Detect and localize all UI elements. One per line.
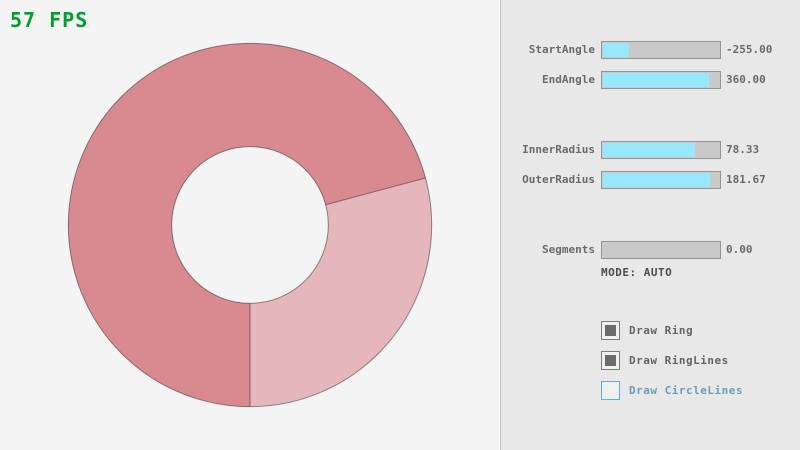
checkbox-draw-ringlines[interactable]: Draw RingLines — [601, 350, 729, 370]
outerradius-slider-fill — [603, 173, 711, 187]
checkbox-box-draw-ring[interactable] — [601, 320, 620, 340]
endangle-value: 360.00 — [726, 73, 766, 86]
innerradius-slider-fill — [603, 143, 696, 157]
checkbox-draw-circlelines[interactable]: Draw CircleLines — [601, 380, 743, 400]
checkbox-box-draw-circlelines[interactable] — [601, 380, 620, 400]
ring-inner-outline — [171, 146, 329, 304]
endangle-slider-fill — [603, 73, 710, 87]
checkbox-label-draw-circlelines: Draw CircleLines — [629, 383, 743, 397]
outerradius-sliderbar[interactable] — [601, 171, 721, 189]
ring-outer-outline — [67, 42, 433, 408]
startangle-label: StartAngle — [528, 43, 595, 56]
checkbox-label-draw-ring: Draw Ring — [629, 323, 694, 337]
ring-sector-double-pass — [68, 43, 426, 407]
checkbox-label-draw-ringlines: Draw RingLines — [629, 353, 729, 367]
slider-row-outerradius: OuterRadius 181.67 — [501, 171, 800, 189]
checkbox-box-draw-ringlines[interactable] — [601, 350, 620, 370]
outerradius-value: 181.67 — [726, 173, 766, 186]
endangle-sliderbar[interactable] — [601, 71, 721, 89]
startangle-slider-fill — [603, 43, 629, 57]
innerradius-sliderbar[interactable] — [601, 141, 721, 159]
check-mark-icon — [605, 324, 616, 336]
segments-sliderbar[interactable] — [601, 241, 721, 259]
slider-row-startangle: StartAngle -255.00 — [501, 41, 800, 59]
segments-label: Segments — [542, 243, 595, 256]
outerradius-label: OuterRadius — [522, 173, 595, 186]
slider-row-segments: Segments 0.00 — [501, 241, 800, 259]
innerradius-label: InnerRadius — [522, 143, 595, 156]
segments-value: 0.00 — [726, 243, 753, 256]
checkbox-draw-ring[interactable]: Draw Ring — [601, 320, 693, 340]
slider-row-endangle: EndAngle 360.00 — [501, 71, 800, 89]
fps-counter: 57 FPS — [10, 8, 89, 32]
startangle-value: -255.00 — [726, 43, 773, 56]
endangle-label: EndAngle — [542, 73, 595, 86]
startangle-sliderbar[interactable] — [601, 41, 721, 59]
control-panel: StartAngle -255.00 EndAngle 360.00 Inner… — [500, 0, 800, 450]
segments-mode-text: MODE: AUTO — [601, 266, 673, 279]
innerradius-value: 78.33 — [726, 143, 760, 156]
check-mark-icon — [605, 354, 616, 366]
slider-row-innerradius: InnerRadius 78.33 — [501, 141, 800, 159]
ring-drawing — [67, 42, 433, 408]
ring-start-angle-line — [325, 177, 426, 206]
ring-sector-single-pass — [250, 177, 432, 407]
